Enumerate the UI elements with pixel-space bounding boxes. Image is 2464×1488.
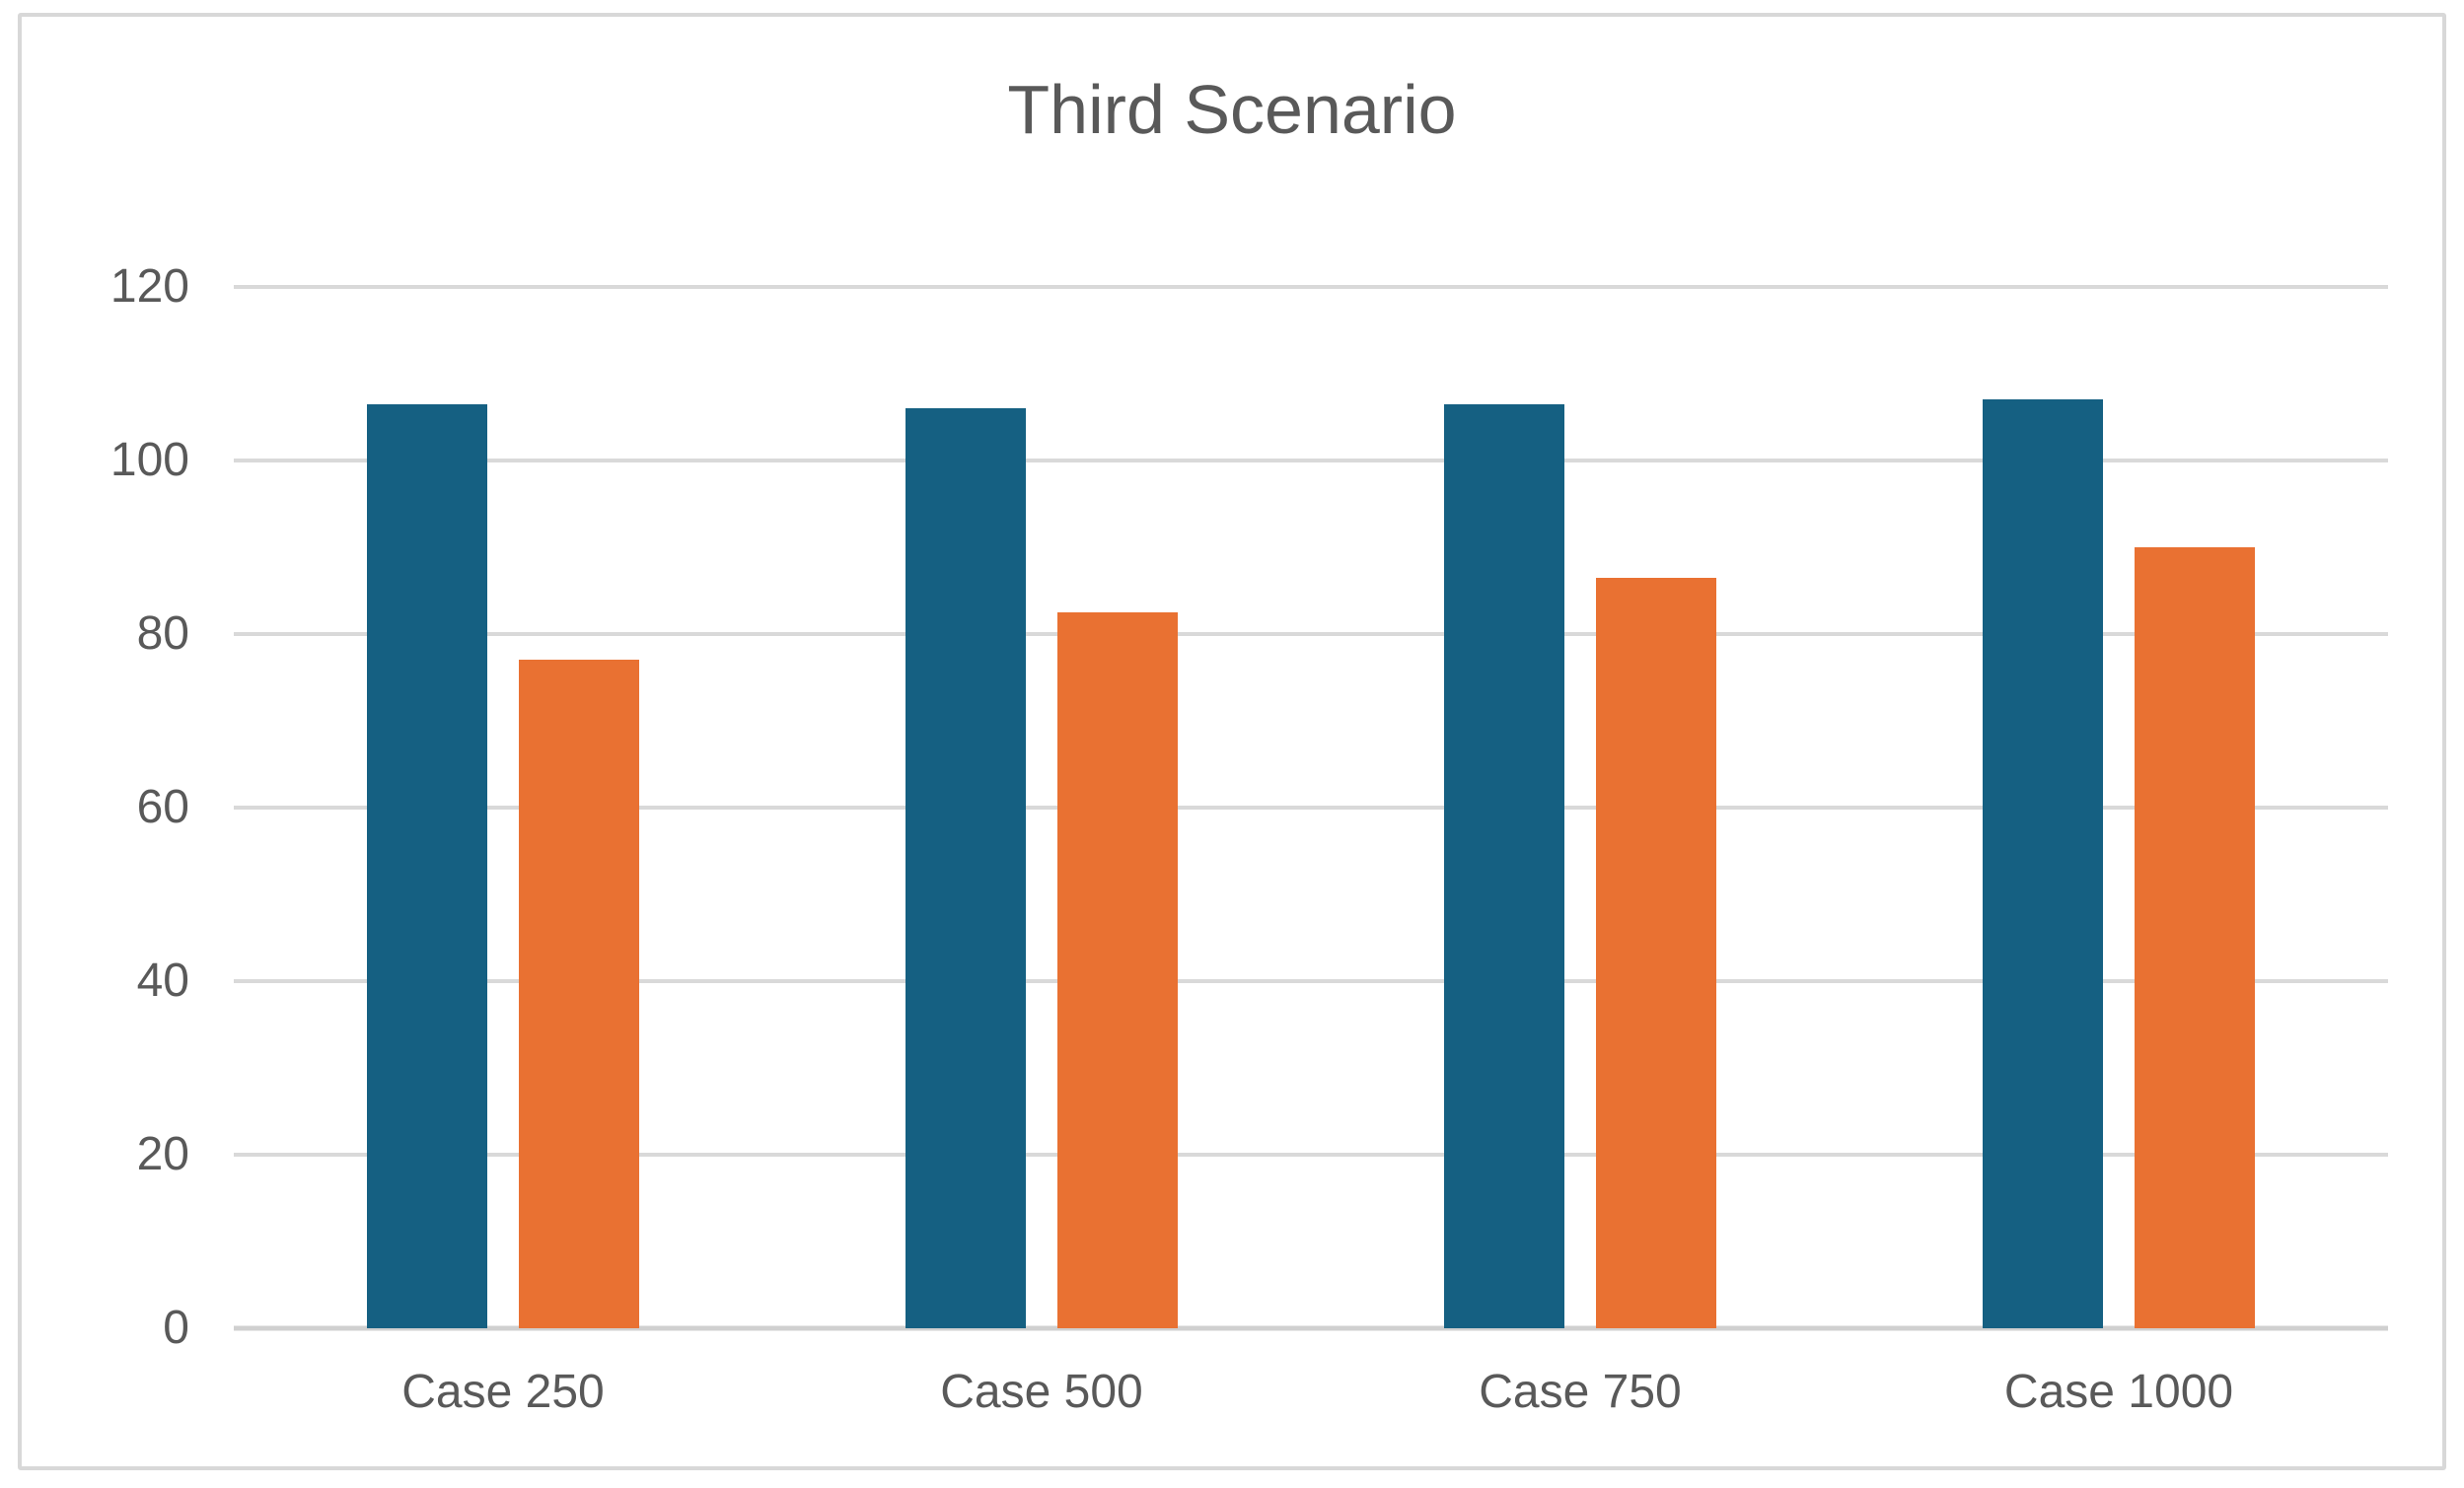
x-tick-label: Case 250: [401, 1366, 605, 1418]
bar-group: [1311, 287, 1849, 1328]
bar-series-2[interactable]: [1596, 577, 1716, 1328]
x-tick-label: Case 750: [1479, 1366, 1682, 1418]
bar-group: [1849, 287, 2388, 1328]
y-tick-label: 80: [136, 607, 189, 660]
gridline: [234, 1153, 2388, 1157]
plot-area: [234, 285, 2388, 1331]
bar-series-1[interactable]: [1444, 403, 1564, 1328]
y-tick-label: 120: [109, 260, 189, 313]
x-tick-label: Case 1000: [2003, 1366, 2234, 1418]
x-tick-label: Case 500: [940, 1366, 1143, 1418]
bar-series-1[interactable]: [906, 408, 1026, 1328]
y-tick-label: 40: [136, 955, 189, 1007]
y-axis: 120 100 80 60 40 20 0: [51, 263, 189, 1352]
bar-series-2[interactable]: [519, 660, 639, 1328]
bar-group: [234, 287, 772, 1328]
bar-series-2[interactable]: [1057, 612, 1178, 1328]
bar-series-2[interactable]: [2135, 547, 2255, 1328]
gridline: [234, 285, 2388, 289]
bar-series-1[interactable]: [367, 403, 487, 1328]
y-tick-label: 100: [109, 434, 189, 486]
gridline: [234, 806, 2388, 810]
y-tick-label: 60: [136, 781, 189, 833]
x-axis: Case 250 Case 500 Case 750 Case 1000: [234, 1364, 2388, 1421]
gridline: [234, 979, 2388, 983]
chart-frame: Third Scenario 120 100 80 60 40 20 0 Case 250 C…: [18, 13, 2446, 1470]
gridline: [234, 459, 2388, 462]
bar-group: [772, 287, 1311, 1328]
chart-title[interactable]: Third Scenario: [1007, 71, 1457, 148]
bar-series-1[interactable]: [1983, 399, 2103, 1328]
bar-groups: [234, 287, 2388, 1328]
x-axis-line: [234, 1325, 2388, 1331]
y-tick-label: 20: [136, 1128, 189, 1180]
gridline: [234, 632, 2388, 636]
y-tick-label: 0: [163, 1302, 189, 1354]
